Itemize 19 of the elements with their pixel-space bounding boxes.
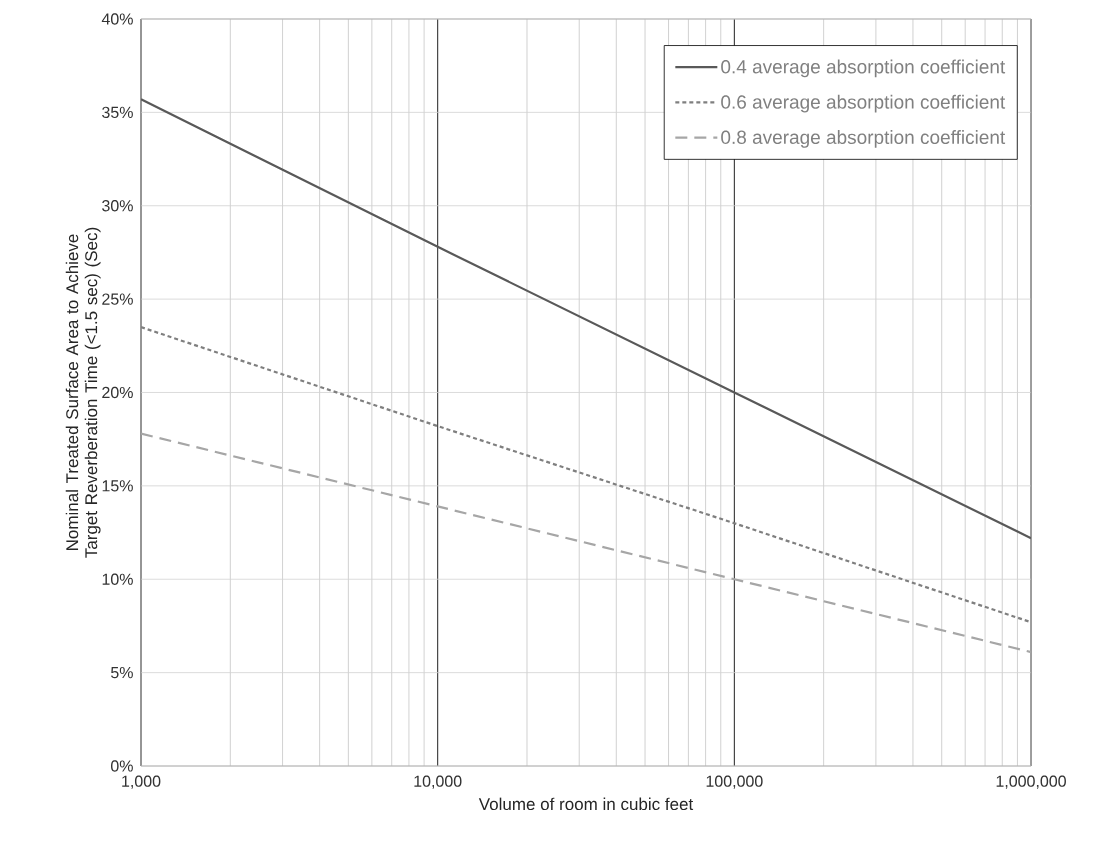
y-tick-label: 10% xyxy=(102,573,133,585)
y-tick-label: 5% xyxy=(111,666,133,679)
legend-label: 0.4 average absorption coefficient xyxy=(721,59,1006,78)
y-tick-label: 20% xyxy=(102,386,133,399)
y-axis-title: Nominal Treated Surface Area to Achieve Target Reverberation Time (<1.5 sec) (Sec) xyxy=(65,227,101,558)
legend-label: 0.8 average absorption coefficient xyxy=(721,130,1006,148)
line-series xyxy=(141,326,1032,624)
x-tick-label: 1,000 xyxy=(122,775,161,789)
y-tick-label: 25% xyxy=(102,293,133,305)
y-tick-label: 35% xyxy=(102,106,133,119)
y-tick-label: 0% xyxy=(110,760,133,772)
y-tick-label: 15% xyxy=(102,480,133,492)
x-axis-title: Volume of room in cubic feet xyxy=(478,797,694,811)
y-tick-label: 30% xyxy=(102,200,133,212)
y-tick-label: 40% xyxy=(101,13,133,25)
x-tick-label: 10,000 xyxy=(414,775,462,789)
x-tick-label: 1,000,000 xyxy=(996,775,1066,789)
legend-label: 0.6 average absorption coefficient xyxy=(721,94,1006,113)
x-tick-label: 100,000 xyxy=(706,775,763,789)
